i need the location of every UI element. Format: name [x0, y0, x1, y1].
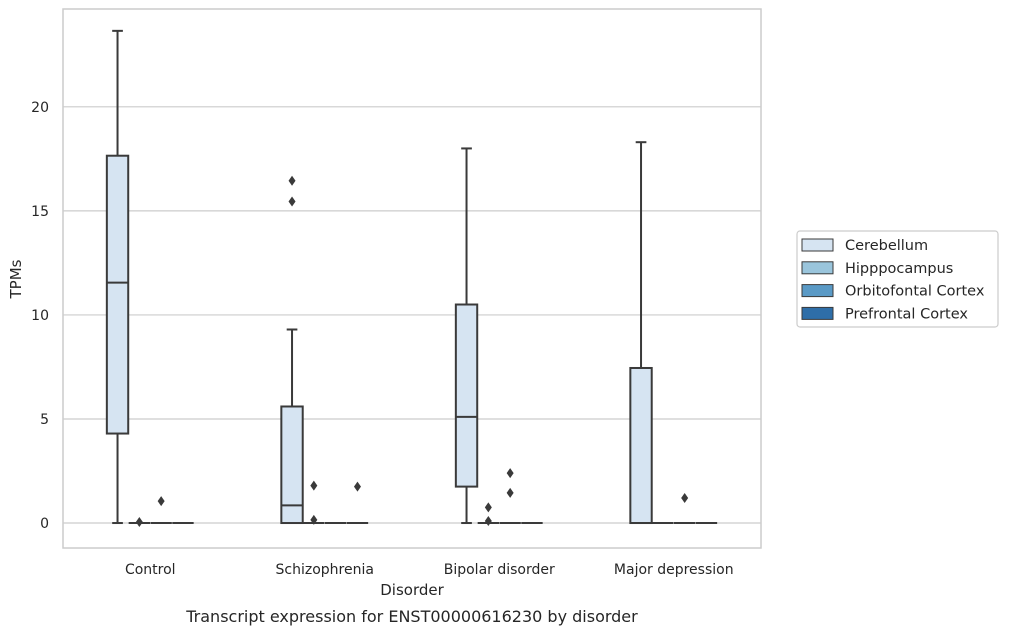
chart-caption: Transcript expression for ENST0000061623…	[185, 607, 638, 626]
y-axis-ticks: 0 5 10 15 20	[31, 100, 49, 532]
outlier-point	[288, 175, 296, 186]
outlier-point	[484, 515, 492, 526]
box-hipppocampus	[477, 502, 500, 526]
y-tick-label: 5	[40, 412, 49, 428]
legend-label: Cerebellum	[845, 238, 928, 254]
outlier-point	[310, 480, 318, 491]
legend-swatch	[801, 284, 834, 298]
legend-label: Prefrontal Cortex	[845, 306, 968, 322]
boxes-layer	[105, 29, 718, 527]
outlier-point	[484, 502, 492, 513]
plot-area-frame	[62, 8, 762, 549]
outlier-point	[157, 496, 165, 507]
legend-frame	[796, 230, 999, 328]
gridlines	[63, 106, 761, 524]
box-body	[105, 154, 130, 435]
outlier-point	[506, 487, 514, 498]
legend-swatch	[801, 238, 834, 252]
box-prefrontal-cortex	[346, 481, 369, 525]
legend-label: Orbitofontal Cortex	[845, 284, 985, 300]
outlier-point	[288, 196, 296, 207]
box-hipppocampus	[303, 480, 325, 525]
y-axis-label: TPMs	[7, 259, 25, 299]
x-tick-label: Schizophrenia	[276, 562, 374, 578]
box-orbitofontal-cortex	[150, 496, 172, 525]
y-tick-label: 20	[31, 100, 49, 116]
x-axis-label: Disorder	[380, 581, 444, 599]
outlier-point	[135, 516, 143, 527]
box-body	[454, 303, 479, 488]
x-tick-label: Bipolar disorder	[444, 562, 555, 578]
box-orbitofontal-cortex	[673, 493, 696, 525]
box-cerebellum	[105, 29, 130, 525]
box-cerebellum	[629, 141, 653, 525]
outlier-point	[310, 514, 318, 525]
legend-label: Hipppocampus	[845, 261, 953, 277]
box-orbitofontal-cortex	[499, 468, 521, 525]
box-body	[629, 366, 653, 525]
outlier-point	[353, 481, 361, 492]
outlier-point	[506, 468, 514, 479]
x-axis-ticks: Control Schizophrenia Bipolar disorder Majo…	[125, 562, 734, 578]
legend-swatch	[801, 261, 834, 275]
x-tick-label: Major depression	[614, 562, 734, 578]
y-tick-label: 15	[31, 204, 49, 220]
box-body	[280, 405, 304, 525]
legend-swatch	[801, 306, 834, 320]
box-cerebellum	[280, 175, 304, 525]
box-hipppocampus	[128, 516, 151, 527]
y-tick-label: 0	[40, 516, 49, 532]
box-cerebellum	[454, 147, 479, 525]
y-tick-label: 10	[31, 308, 49, 324]
outlier-point	[681, 493, 689, 504]
legend: Cerebellum Hipppocampus Orbitofontal Corte…	[796, 230, 999, 328]
x-tick-label: Control	[125, 562, 176, 578]
